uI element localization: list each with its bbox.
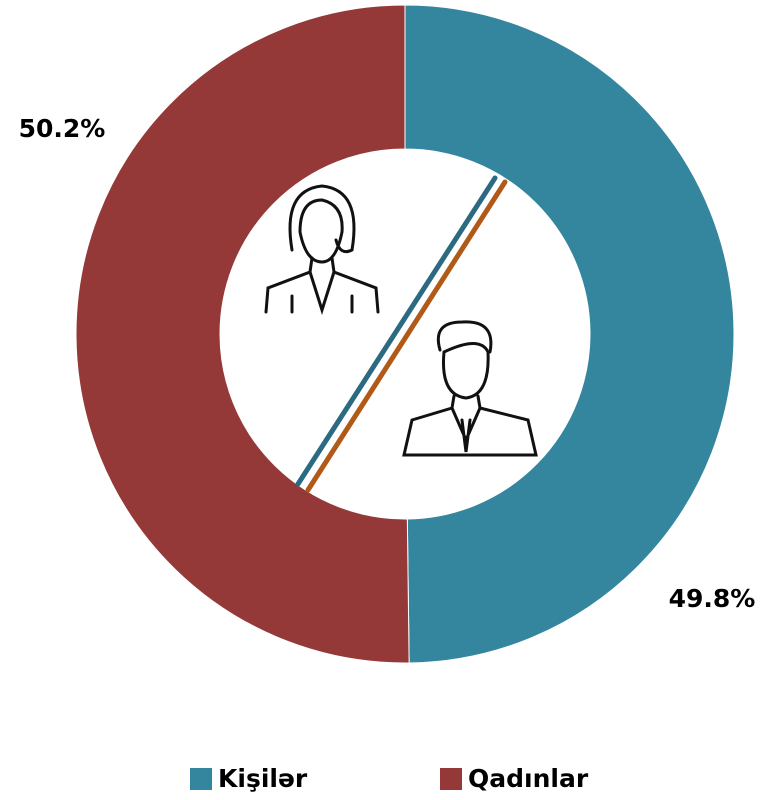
legend-swatch [190, 768, 212, 790]
woman-icon [264, 184, 380, 315]
legend-label: Kişilər [218, 764, 308, 793]
value-label: 49.8% [669, 584, 756, 613]
value-label: 50.2% [19, 114, 106, 143]
donut-slice [75, 4, 410, 664]
donut [75, 4, 735, 664]
man-icon [402, 320, 538, 457]
divider [295, 175, 498, 487]
legend-label: Qadınlar [468, 764, 589, 793]
divider [305, 179, 508, 493]
donut-slice [404, 4, 735, 664]
legend-swatch [440, 768, 462, 790]
decor [264, 175, 538, 493]
